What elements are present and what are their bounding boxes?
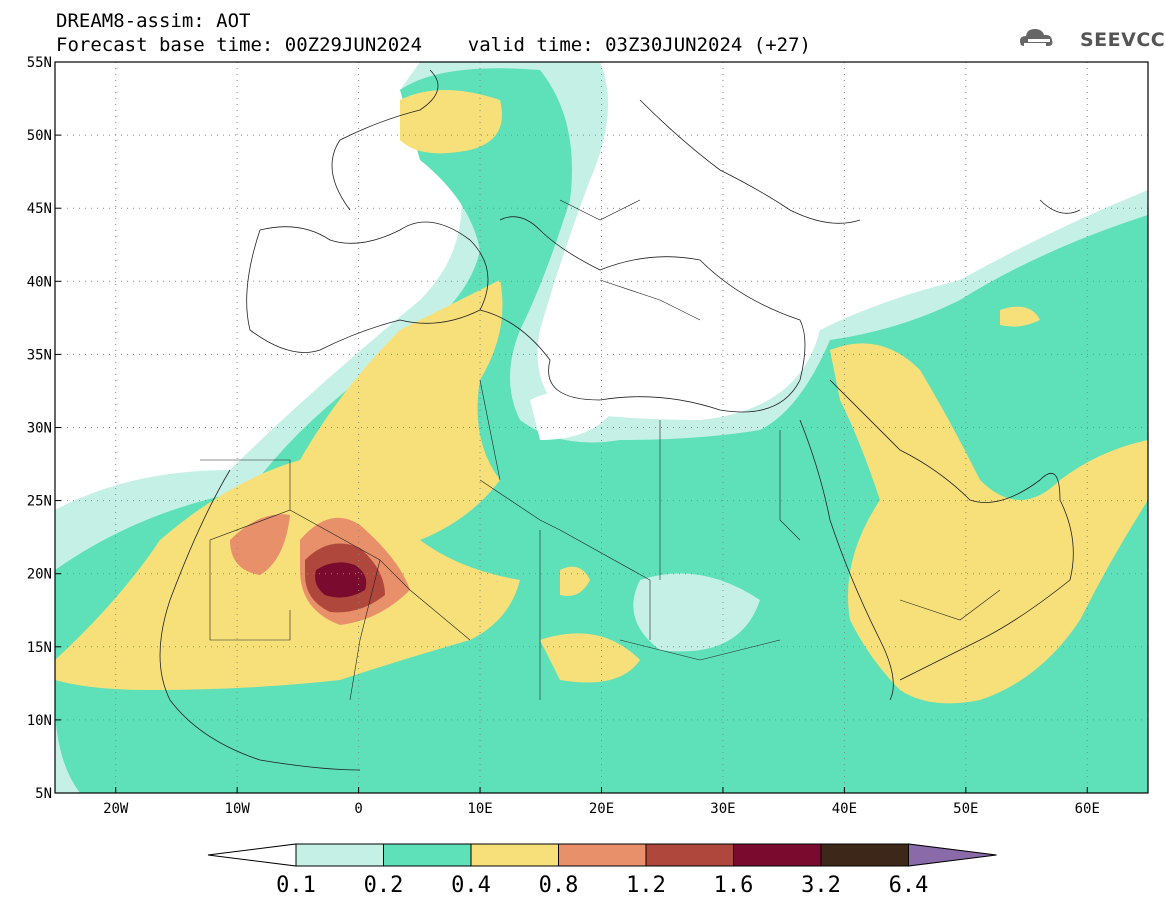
colorbar-labels: 0.1 0.2 0.4 0.8 1.2 1.6 3.2 6.4: [276, 873, 928, 898]
grid-lines: [55, 62, 1148, 793]
colorbar-label: 6.4: [889, 873, 929, 898]
colorbar-label: 0.2: [364, 873, 404, 898]
colorbar-label: 0.4: [451, 873, 491, 898]
aot-band-1.6: [315, 562, 367, 598]
latitude-labels: 55N 50N 45N 40N 35N 30N 25N 20N 15N 10N 5N: [27, 55, 52, 802]
lon-label: 20E: [589, 801, 614, 817]
colorbar-box: [470, 843, 559, 867]
lat-label: 50N: [27, 128, 52, 144]
colorbar: 0.1 0.2 0.4 0.8 1.2 1.6 3.2 6.4: [207, 843, 997, 898]
logo-text: SEEVCCC: [1080, 29, 1165, 51]
colorbar-over-triangle: [908, 843, 997, 867]
lat-label: 40N: [27, 274, 52, 290]
colorbar-label: 0.8: [539, 873, 579, 898]
lat-label: 35N: [27, 347, 52, 363]
lat-label: 30N: [27, 421, 52, 437]
lon-label: 20W: [103, 801, 129, 817]
lon-label: 10W: [225, 801, 251, 817]
colorbar-label: 1.6: [714, 873, 754, 898]
colorbar-box: [733, 843, 822, 867]
coastlines: [159, 69, 1081, 771]
colorbar-label: 1.2: [626, 873, 666, 898]
colorbar-box: [558, 843, 647, 867]
lon-label: 0: [354, 801, 362, 817]
colorbar-label: 0.1: [276, 873, 316, 898]
lon-label: 60E: [1075, 801, 1100, 817]
lon-label: 40E: [832, 801, 857, 817]
colorbar-box: [820, 843, 909, 867]
lat-label: 55N: [27, 55, 52, 71]
title-line-2: Forecast base time: 00Z29JUN2024 valid t…: [56, 34, 811, 56]
colorbar-box: [383, 843, 472, 867]
lat-label: 25N: [27, 494, 52, 510]
aot-map: 55N 50N 45N 40N 35N 30N 25N 20N 15N 10N 5N 20W 10W 0…: [27, 55, 1149, 817]
lat-label: 20N: [27, 567, 52, 583]
longitude-labels: 20W 10W 0 10E 20E 30E 40E 50E 60E: [103, 801, 1100, 817]
lat-label: 5N: [35, 786, 52, 802]
lon-label: 10E: [467, 801, 492, 817]
axis-ticks: [55, 61, 1088, 794]
title-line-1: DREAM8-assim: AOT: [56, 10, 251, 32]
lat-label: 10N: [27, 713, 52, 729]
colorbar-under-triangle: [207, 843, 297, 867]
colorbar-box: [645, 843, 734, 867]
colorbar-box: [295, 843, 384, 867]
country-borders: [200, 199, 1001, 701]
colorbar-label: 3.2: [801, 873, 841, 898]
lat-label: 15N: [27, 640, 52, 656]
lon-label: 30E: [710, 801, 735, 817]
colorbar-boxes: [207, 843, 997, 867]
cloud-logo-icon: [1020, 29, 1053, 46]
lat-label: 45N: [27, 201, 52, 217]
lon-label: 50E: [953, 801, 978, 817]
